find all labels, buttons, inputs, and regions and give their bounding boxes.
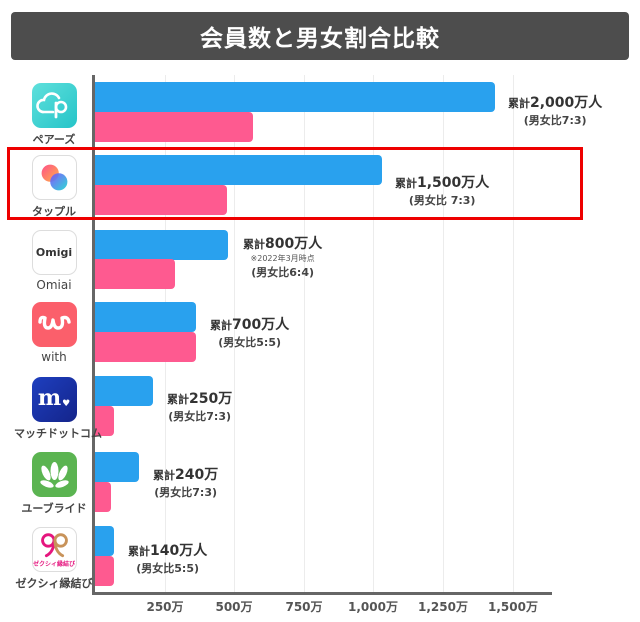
- row-label-omiai: Omigi Omiai: [14, 230, 94, 292]
- with-icon: [31, 302, 77, 347]
- omiai-logo-text: Omigi: [35, 246, 73, 259]
- ratio: (男女比 7:3): [408, 194, 476, 207]
- bar-female: [95, 259, 175, 289]
- app-name: Omiai: [36, 278, 72, 292]
- x-tick-label: 500万: [215, 600, 253, 614]
- gridline: [304, 75, 305, 592]
- total-prefix: 累計: [243, 238, 265, 251]
- match-logo-text: m: [37, 384, 62, 411]
- app-name: ペアーズ: [32, 133, 76, 146]
- ratio: (男女比5:5): [136, 562, 199, 575]
- row-label-match: m ♥ マッチドットコム: [14, 377, 102, 441]
- app-name: マッチドットコム: [14, 427, 102, 440]
- value-label: 累計250万 (男女比7:3): [167, 388, 232, 424]
- total-prefix: 累計: [395, 177, 417, 190]
- app-name: タップル: [32, 205, 76, 218]
- bar-male: [95, 155, 383, 185]
- total-prefix: 累計: [128, 545, 150, 558]
- bar-female: [95, 556, 114, 586]
- x-axis-line: [92, 592, 552, 595]
- row-label-youbride: ユーブライド: [14, 452, 94, 516]
- x-tick-label: 1,250万: [418, 600, 468, 614]
- chart-title-text: 会員数と男女割合比較: [200, 26, 440, 52]
- bar-male: [95, 526, 114, 556]
- value-label: 累計700万人 (男女比5:5): [210, 314, 289, 350]
- x-tick-label: 1,500万: [488, 600, 538, 614]
- youbride-icon: [31, 452, 77, 497]
- bar-female: [95, 112, 254, 142]
- ratio: (男女比7:3): [154, 486, 217, 499]
- tapple-icon: [31, 155, 77, 200]
- zexy-logo-text: ゼクシィ縁結び: [32, 561, 75, 568]
- total-prefix: 累計: [508, 97, 530, 110]
- app-name: ゼクシィ縁結び: [15, 577, 93, 590]
- total-value: 1,500万人: [417, 175, 490, 191]
- value-label: 累計240万 (男女比7:3): [153, 464, 218, 500]
- ratio: (男女比7:3): [523, 114, 587, 127]
- row-label-pairs: ペアーズ: [14, 83, 94, 147]
- bar-female: [95, 406, 114, 436]
- row-label-zexy: ゼクシィ縁結び ゼクシィ縁結び: [14, 527, 94, 591]
- bar-female: [95, 332, 197, 362]
- gridline: [443, 75, 444, 592]
- omiai-icon: Omigi: [31, 230, 77, 275]
- chart-title: 会員数と男女割合比較: [11, 12, 629, 60]
- row-label-with: with: [14, 302, 94, 364]
- bar-female: [95, 185, 227, 215]
- y-axis-line: [92, 75, 95, 595]
- bar-female: [95, 482, 111, 512]
- gridline: [373, 75, 374, 592]
- value-label: 累計1,500万人 (男女比 7:3): [395, 172, 489, 208]
- value-label: 累計140万人 (男女比5:5): [128, 540, 207, 576]
- footnote: ※2022年3月時点: [250, 254, 315, 263]
- bar-male: [95, 82, 496, 112]
- highlight-box-tapple: [7, 147, 583, 220]
- ratio: (男女比6:4): [251, 266, 314, 279]
- total-value: 240万: [175, 467, 219, 483]
- gridline: [513, 75, 514, 592]
- match-icon: m ♥: [31, 377, 77, 422]
- total-prefix: 累計: [153, 469, 175, 482]
- ratio: (男女比7:3): [168, 410, 231, 423]
- total-prefix: 累計: [210, 319, 232, 332]
- total-value: 2,000万人: [530, 95, 603, 111]
- total-value: 700万人: [232, 317, 290, 333]
- total-value: 250万: [189, 391, 233, 407]
- bar-male: [95, 230, 229, 260]
- bar-male: [95, 302, 197, 332]
- bar-male: [95, 452, 139, 482]
- pairs-icon: [31, 83, 77, 128]
- app-name: with: [41, 350, 67, 364]
- bar-male: [95, 376, 153, 406]
- x-tick-label: 250万: [146, 600, 184, 614]
- value-label: 累計800万人 ※2022年3月時点 (男女比6:4): [243, 233, 322, 280]
- total-value: 800万人: [265, 236, 323, 252]
- total-value: 140万人: [150, 543, 208, 559]
- x-tick-label: 750万: [285, 600, 323, 614]
- app-name: ユーブライド: [21, 502, 87, 515]
- heart-icon: ♥: [62, 398, 71, 409]
- row-label-tapple: タップル: [14, 155, 94, 219]
- gridline: [234, 75, 235, 592]
- value-label: 累計2,000万人 (男女比7:3): [508, 92, 602, 128]
- ratio: (男女比5:5): [218, 336, 281, 349]
- total-prefix: 累計: [167, 393, 189, 406]
- x-tick-label: 1,000万: [348, 600, 398, 614]
- zexy-icon: ゼクシィ縁結び: [31, 527, 77, 572]
